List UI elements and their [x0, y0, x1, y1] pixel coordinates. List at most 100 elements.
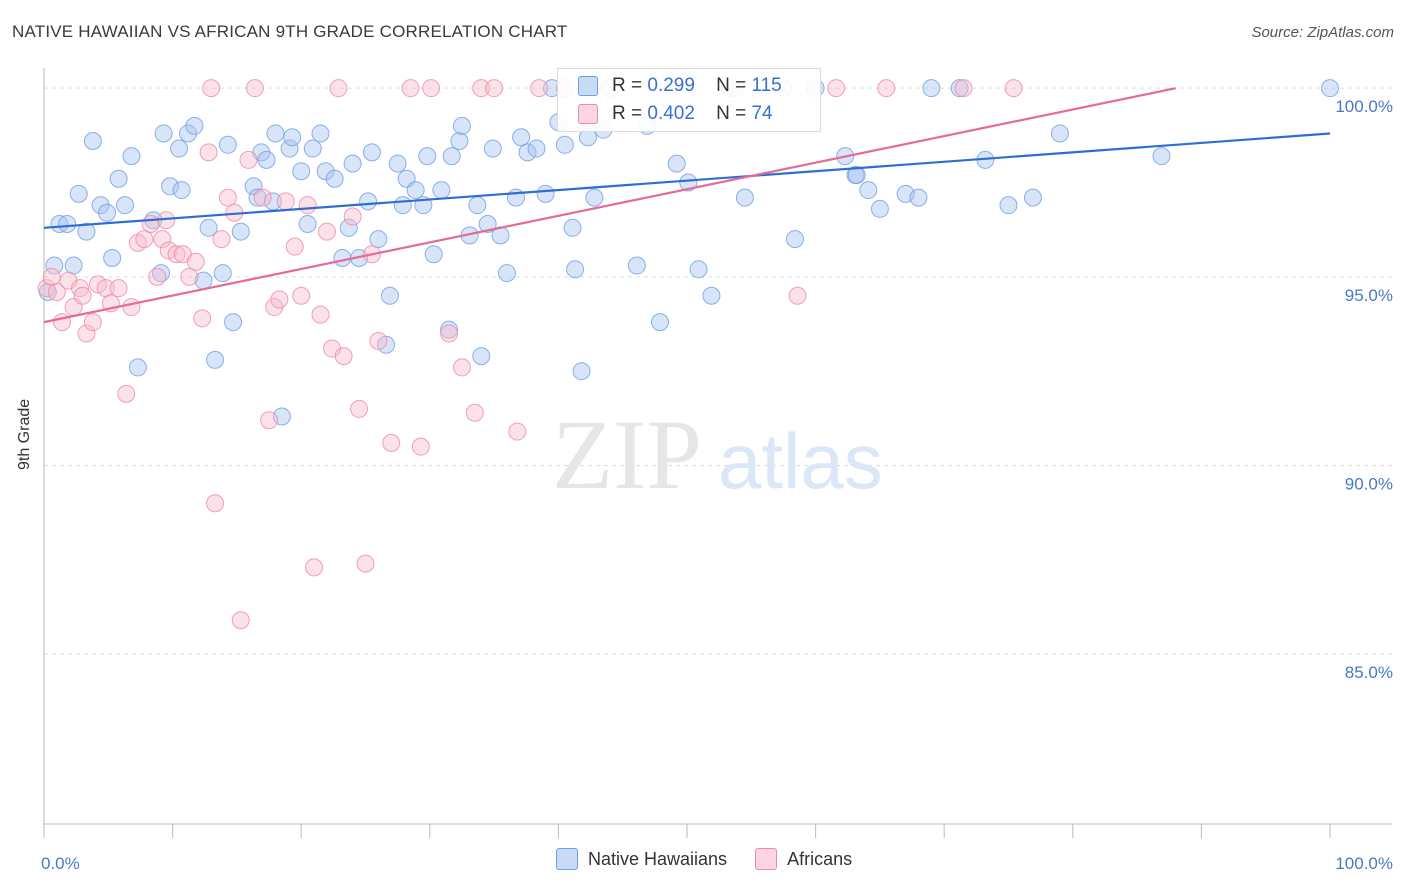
series-native-hawaiians [38, 79, 1339, 426]
point-native-hawaiians [452, 116, 471, 135]
point-native-hawaiians [325, 169, 344, 188]
point-native-hawaiians [161, 177, 180, 196]
point-native-hawaiians [406, 181, 425, 200]
point-native-hawaiians [179, 124, 198, 143]
point-native-hawaiians [450, 132, 469, 151]
chart-title: NATIVE HAWAIIAN VS AFRICAN 9TH GRADE COR… [12, 22, 568, 41]
point-africans [472, 79, 491, 98]
point-africans [231, 611, 250, 630]
point-native-hawaiians [77, 222, 96, 241]
point-native-hawaiians [311, 124, 330, 143]
stats-swatch-africans [578, 104, 598, 124]
point-native-hawaiians [468, 196, 487, 215]
point-native-hawaiians [650, 313, 669, 332]
point-native-hawaiians [109, 169, 128, 188]
point-africans [186, 252, 205, 271]
tick-labels: 85.0% 90.0% 95.0% 100.0% 0.0% 100.0% [41, 97, 1393, 873]
point-native-hawaiians [380, 286, 399, 305]
point-africans [77, 324, 96, 343]
point-native-hawaiians [585, 188, 604, 207]
n-label: N = [716, 75, 747, 96]
point-africans [292, 286, 311, 305]
point-africans [135, 230, 154, 249]
point-africans [440, 324, 459, 343]
point-native-hawaiians [1152, 147, 1171, 166]
r-value: 0.402 [647, 103, 695, 124]
point-native-hawaiians [859, 181, 878, 200]
stats-row-native-hawaiians: R = 0.299 N = 115 [578, 72, 782, 100]
point-africans [245, 79, 264, 98]
point-africans [788, 286, 807, 305]
point-native-hawaiians [393, 196, 412, 215]
y-tick-label: 95.0% [1345, 286, 1393, 305]
y-tick-label: 85.0% [1345, 663, 1393, 682]
point-native-hawaiians [283, 128, 302, 147]
gridlines [44, 87, 1392, 655]
point-native-hawaiians [45, 256, 64, 275]
point-native-hawaiians [442, 147, 461, 166]
point-africans [465, 403, 484, 422]
point-africans [305, 558, 324, 577]
stats-box: R = 0.299 N = 115 R = 0.402 N = 74 [557, 68, 821, 132]
point-africans [167, 245, 186, 264]
point-africans [260, 411, 279, 430]
point-africans [877, 79, 896, 98]
legend-item-africans[interactable]: Africans [755, 848, 852, 870]
point-native-hawaiians [91, 196, 110, 215]
point-africans [411, 437, 430, 456]
point-africans [253, 188, 272, 207]
point-native-hawaiians [231, 222, 250, 241]
point-native-hawaiians [478, 215, 497, 234]
point-africans [276, 192, 295, 211]
point-native-hawaiians [432, 181, 451, 200]
point-native-hawaiians [50, 215, 69, 234]
point-native-hawaiians [69, 184, 88, 203]
point-native-hawaiians [667, 154, 686, 173]
y-tick-label: 90.0% [1345, 475, 1393, 494]
point-africans [180, 267, 199, 286]
point-native-hawaiians [847, 165, 866, 184]
y-tick-label: 100.0% [1335, 97, 1393, 116]
point-africans [422, 79, 441, 98]
point-africans [71, 279, 90, 298]
point-native-hawaiians [369, 230, 388, 249]
point-native-hawaiians [172, 181, 191, 200]
point-native-hawaiians [950, 79, 969, 98]
point-africans [212, 230, 231, 249]
point-native-hawaiians [185, 116, 204, 135]
watermark: ZIP atlas [552, 399, 883, 510]
point-africans [954, 79, 973, 98]
legend-label-africans: Africans [787, 848, 853, 869]
point-native-hawaiians [627, 256, 646, 275]
point-africans [311, 305, 330, 324]
legend-item-native-hawaiians[interactable]: Native Hawaiians [556, 848, 727, 870]
point-native-hawaiians [1050, 124, 1069, 143]
trend-line-africans [43, 87, 1176, 324]
point-native-hawaiians [362, 143, 381, 162]
point-native-hawaiians [263, 192, 282, 211]
point-native-hawaiians [98, 203, 117, 222]
point-native-hawaiians [679, 173, 698, 192]
legend-swatch-native-hawaiians [556, 848, 578, 870]
point-africans [485, 79, 504, 98]
n-value: 115 [751, 75, 782, 96]
point-native-hawaiians [303, 139, 322, 158]
stats-swatch-native-hawaiians [578, 76, 598, 96]
point-africans [218, 188, 237, 207]
point-native-hawaiians [483, 139, 502, 158]
watermark-atlas: atlas [718, 417, 883, 505]
point-native-hawaiians [122, 147, 141, 166]
point-africans [356, 554, 375, 573]
point-native-hawaiians [536, 184, 555, 203]
point-africans [508, 422, 527, 441]
point-native-hawaiians [316, 162, 335, 181]
legend: Native Hawaiians Africans [556, 848, 852, 870]
trend-line-native-hawaiians [43, 132, 1331, 229]
point-native-hawaiians [689, 260, 708, 279]
point-native-hawaiians [343, 154, 362, 173]
point-africans [141, 215, 160, 234]
point-africans [73, 286, 92, 305]
point-native-hawaiians [298, 215, 317, 234]
r-label: R = [612, 103, 643, 124]
point-native-hawaiians [563, 218, 582, 237]
